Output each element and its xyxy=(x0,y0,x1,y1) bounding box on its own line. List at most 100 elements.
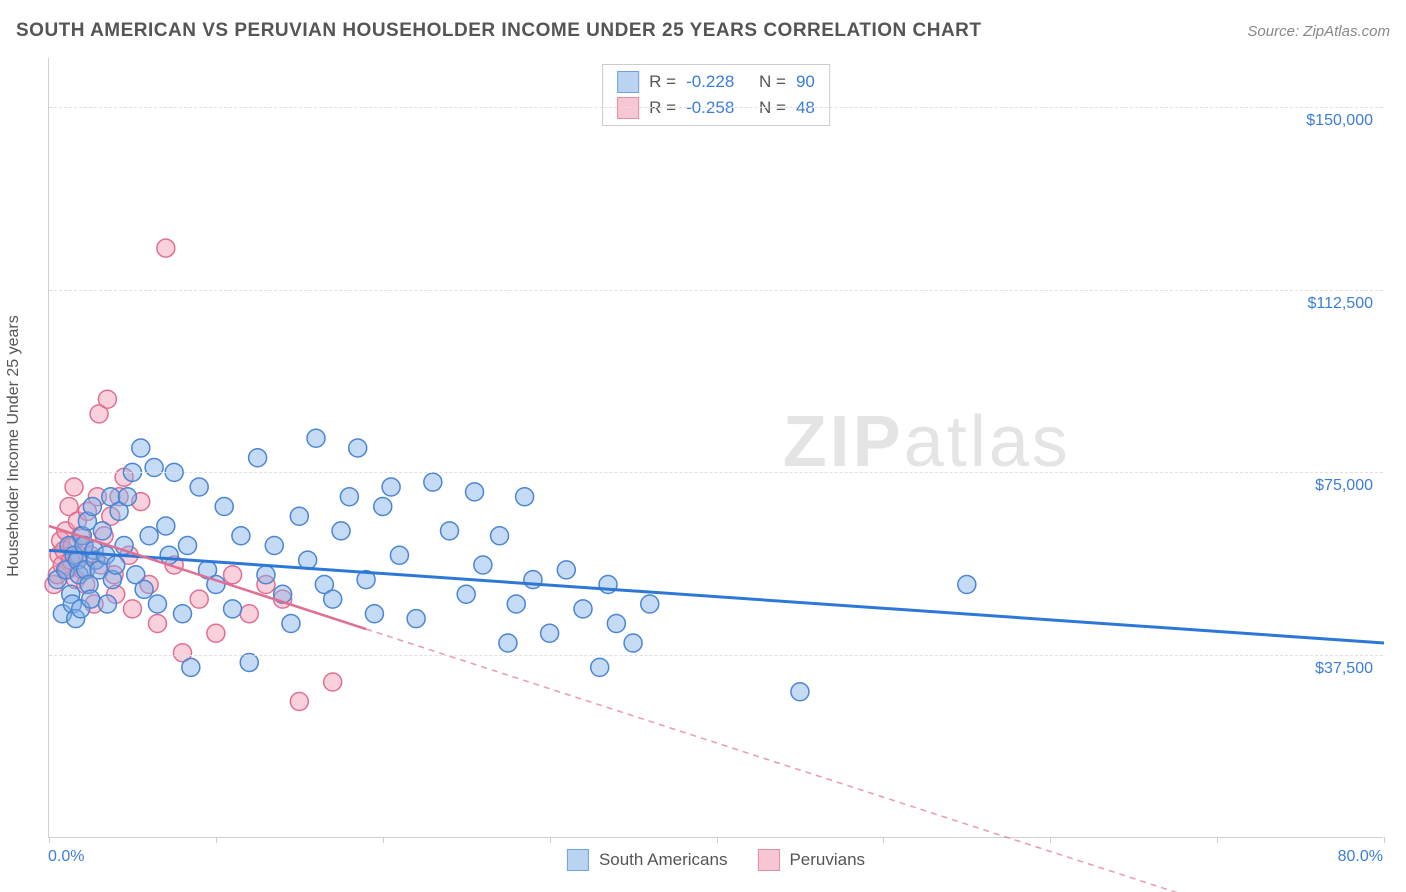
scatter-point xyxy=(157,517,175,535)
scatter-point xyxy=(107,556,125,574)
scatter-point xyxy=(457,585,475,603)
scatter-point xyxy=(424,473,442,491)
scatter-point xyxy=(118,488,136,506)
scatter-point xyxy=(324,590,342,608)
legend-series-label: Peruvians xyxy=(789,850,865,870)
source-value: ZipAtlas.com xyxy=(1303,23,1390,40)
scatter-point xyxy=(148,595,166,613)
scatter-point xyxy=(524,571,542,589)
gridline xyxy=(49,472,1383,473)
y-axis-title: Householder Income Under 25 years xyxy=(5,315,23,576)
legend-n-label: N = xyxy=(759,72,786,92)
scatter-point xyxy=(215,498,233,516)
scatter-point xyxy=(499,634,517,652)
scatter-point xyxy=(207,624,225,642)
legend-r-value: -0.258 xyxy=(686,98,734,118)
legend-swatch-icon xyxy=(617,97,639,119)
scatter-point xyxy=(240,605,258,623)
scatter-point xyxy=(179,537,197,555)
scatter-point xyxy=(290,507,308,525)
scatter-point xyxy=(123,600,141,618)
trend-line-extrapolated xyxy=(366,629,1384,892)
y-tick-label: $75,000 xyxy=(1315,477,1373,495)
trend-line xyxy=(49,550,1384,643)
scatter-point xyxy=(349,439,367,457)
plot-area: ZIPatlas R = -0.228 N = 90 R = -0.258 N … xyxy=(48,58,1383,838)
legend-n-value: 90 xyxy=(796,72,815,92)
chart-container: SOUTH AMERICAN VS PERUVIAN HOUSEHOLDER I… xyxy=(0,0,1406,892)
scatter-point xyxy=(340,488,358,506)
scatter-point xyxy=(157,239,175,257)
scatter-point xyxy=(148,615,166,633)
legend-series-item: South Americans xyxy=(567,849,728,871)
scatter-point xyxy=(174,605,192,623)
scatter-point xyxy=(282,615,300,633)
scatter-point xyxy=(441,522,459,540)
scatter-point xyxy=(307,429,325,447)
scatter-point xyxy=(607,615,625,633)
scatter-point xyxy=(135,580,153,598)
scatter-point xyxy=(82,590,100,608)
legend-swatch-icon xyxy=(617,71,639,93)
y-tick-label: $112,500 xyxy=(1307,295,1373,313)
scatter-point xyxy=(160,546,178,564)
legend-n-label: N = xyxy=(759,98,786,118)
x-tick xyxy=(717,837,718,843)
scatter-point xyxy=(332,522,350,540)
scatter-point xyxy=(224,566,242,584)
scatter-point xyxy=(249,449,267,467)
x-tick xyxy=(883,837,884,843)
x-tick xyxy=(216,837,217,843)
scatter-point xyxy=(232,527,250,545)
x-tick xyxy=(1384,837,1385,843)
x-tick xyxy=(1050,837,1051,843)
scatter-point xyxy=(390,546,408,564)
scatter-point xyxy=(98,595,116,613)
gridline xyxy=(49,107,1383,108)
scatter-point xyxy=(98,390,116,408)
scatter-point xyxy=(958,576,976,594)
scatter-point xyxy=(265,537,283,555)
scatter-point xyxy=(190,590,208,608)
legend-correlation: R = -0.228 N = 90 R = -0.258 N = 48 xyxy=(602,64,830,126)
scatter-point xyxy=(65,478,83,496)
y-tick-label: $150,000 xyxy=(1306,112,1373,130)
scatter-point xyxy=(93,522,111,540)
legend-series-label: South Americans xyxy=(599,850,728,870)
legend-r-value: -0.228 xyxy=(686,72,734,92)
x-tick xyxy=(383,837,384,843)
scatter-point xyxy=(132,439,150,457)
scatter-point xyxy=(491,527,509,545)
x-tick xyxy=(1217,837,1218,843)
scatter-point xyxy=(240,654,258,672)
scatter-point xyxy=(257,566,275,584)
y-tick-label: $37,500 xyxy=(1315,660,1373,678)
title-bar: SOUTH AMERICAN VS PERUVIAN HOUSEHOLDER I… xyxy=(16,20,1390,42)
scatter-point xyxy=(382,478,400,496)
legend-r-label: R = xyxy=(649,98,676,118)
scatter-point xyxy=(541,624,559,642)
scatter-point xyxy=(190,478,208,496)
source-label: Source: xyxy=(1247,23,1303,40)
gridline xyxy=(49,290,1383,291)
scatter-point xyxy=(407,610,425,628)
scatter-point xyxy=(791,683,809,701)
scatter-point xyxy=(474,556,492,574)
chart-title: SOUTH AMERICAN VS PERUVIAN HOUSEHOLDER I… xyxy=(16,20,982,42)
source-citation: Source: ZipAtlas.com xyxy=(1247,23,1390,40)
legend-correlation-row: R = -0.258 N = 48 xyxy=(617,95,815,121)
legend-r-label: R = xyxy=(649,72,676,92)
x-axis-max-label: 80.0% xyxy=(1338,848,1383,866)
x-tick xyxy=(49,837,50,843)
scatter-point xyxy=(374,498,392,516)
x-axis-min-label: 0.0% xyxy=(48,848,84,866)
legend-correlation-row: R = -0.228 N = 90 xyxy=(617,69,815,95)
scatter-point xyxy=(365,605,383,623)
scatter-point xyxy=(557,561,575,579)
scatter-svg xyxy=(49,58,1384,838)
scatter-point xyxy=(624,634,642,652)
scatter-point xyxy=(182,658,200,676)
scatter-point xyxy=(290,693,308,711)
legend-swatch-icon xyxy=(757,849,779,871)
legend-series-item: Peruvians xyxy=(757,849,865,871)
